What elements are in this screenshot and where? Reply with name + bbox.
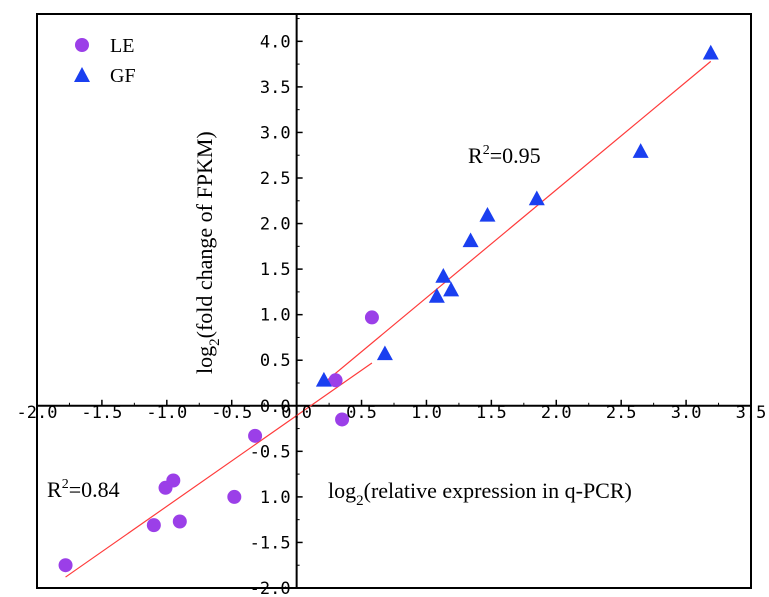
point-gf: [462, 232, 479, 248]
plot-frame: [36, 13, 752, 589]
point-gf: [315, 371, 332, 387]
x-tick-label: -0.5: [211, 403, 252, 423]
point-gf: [479, 206, 496, 222]
point-le: [364, 310, 379, 325]
y-tick-label: 1.0: [260, 488, 291, 508]
r2-label-gf: R2=0.95: [468, 143, 541, 168]
y-tick-label: 1.5: [260, 260, 291, 280]
y-tick-label: 2.5: [260, 169, 291, 189]
point-gf: [528, 190, 545, 206]
point-le: [166, 473, 181, 488]
x-tick-label: 1.5: [476, 403, 507, 423]
point-gf: [443, 281, 460, 297]
point-le: [328, 373, 343, 388]
y-tick-label: 3.0: [260, 123, 291, 143]
y-tick-label: 3.5: [260, 78, 291, 98]
y-tick-label: 0.0: [260, 397, 291, 417]
point-le: [335, 412, 350, 427]
x-tick-label: 3.0: [671, 403, 702, 423]
data-points: [58, 44, 719, 573]
legend-marker-gf: [74, 67, 90, 82]
y-tick-label: 2.0: [260, 215, 291, 235]
y-tick-label: 1.0: [260, 306, 291, 326]
legend-label-gf: GF: [110, 65, 136, 87]
y-tick-label: 0.5: [260, 351, 291, 371]
point-le: [227, 489, 242, 504]
y-axis-title: log2(fold change of FPKM): [192, 131, 223, 374]
axes-layer: [36, 13, 752, 589]
x-tick-label: -2.0: [17, 403, 58, 423]
x-tick-label: 0.0: [281, 403, 312, 423]
labels: -2.0 -1.5 -1.0 -0.5 0.0 0.5 1.0 1.5 2.0 2.5 3.0 3.5…: [17, 32, 767, 597]
point-gf: [632, 143, 649, 158]
point-gf: [702, 44, 719, 60]
point-gf: [435, 268, 452, 283]
x-tick-label: -1.5: [81, 403, 122, 423]
x-tick-label: -1.0: [146, 403, 187, 423]
y-tick-label: -1.5: [250, 533, 291, 553]
legend-marker-le: [75, 38, 89, 52]
y-tick-label: 4.0: [260, 32, 291, 52]
fit-line-le: [65, 362, 373, 578]
legend-label-le: LE: [110, 35, 134, 57]
point-le: [172, 514, 187, 529]
x-tick-label: 2.0: [541, 403, 572, 423]
fit-line-gf: [323, 60, 712, 384]
y-tick-label: -0.5: [250, 442, 291, 462]
r2-label-le: R2=0.84: [47, 477, 120, 502]
x-tick-label: 3.5: [736, 403, 767, 423]
fit-lines: [65, 60, 712, 578]
point-gf: [376, 345, 393, 361]
point-le: [146, 518, 161, 533]
y-tick-label: -2.0: [250, 579, 291, 597]
point-le: [248, 428, 263, 443]
x-tick-label: 0.5: [346, 403, 377, 423]
point-gf: [428, 288, 445, 303]
point-le: [58, 558, 73, 573]
x-tick-label: 1.0: [411, 403, 442, 423]
x-axis-title: log2(relative expression in q-PCR): [328, 478, 632, 509]
x-tick-label: 2.5: [606, 403, 637, 423]
